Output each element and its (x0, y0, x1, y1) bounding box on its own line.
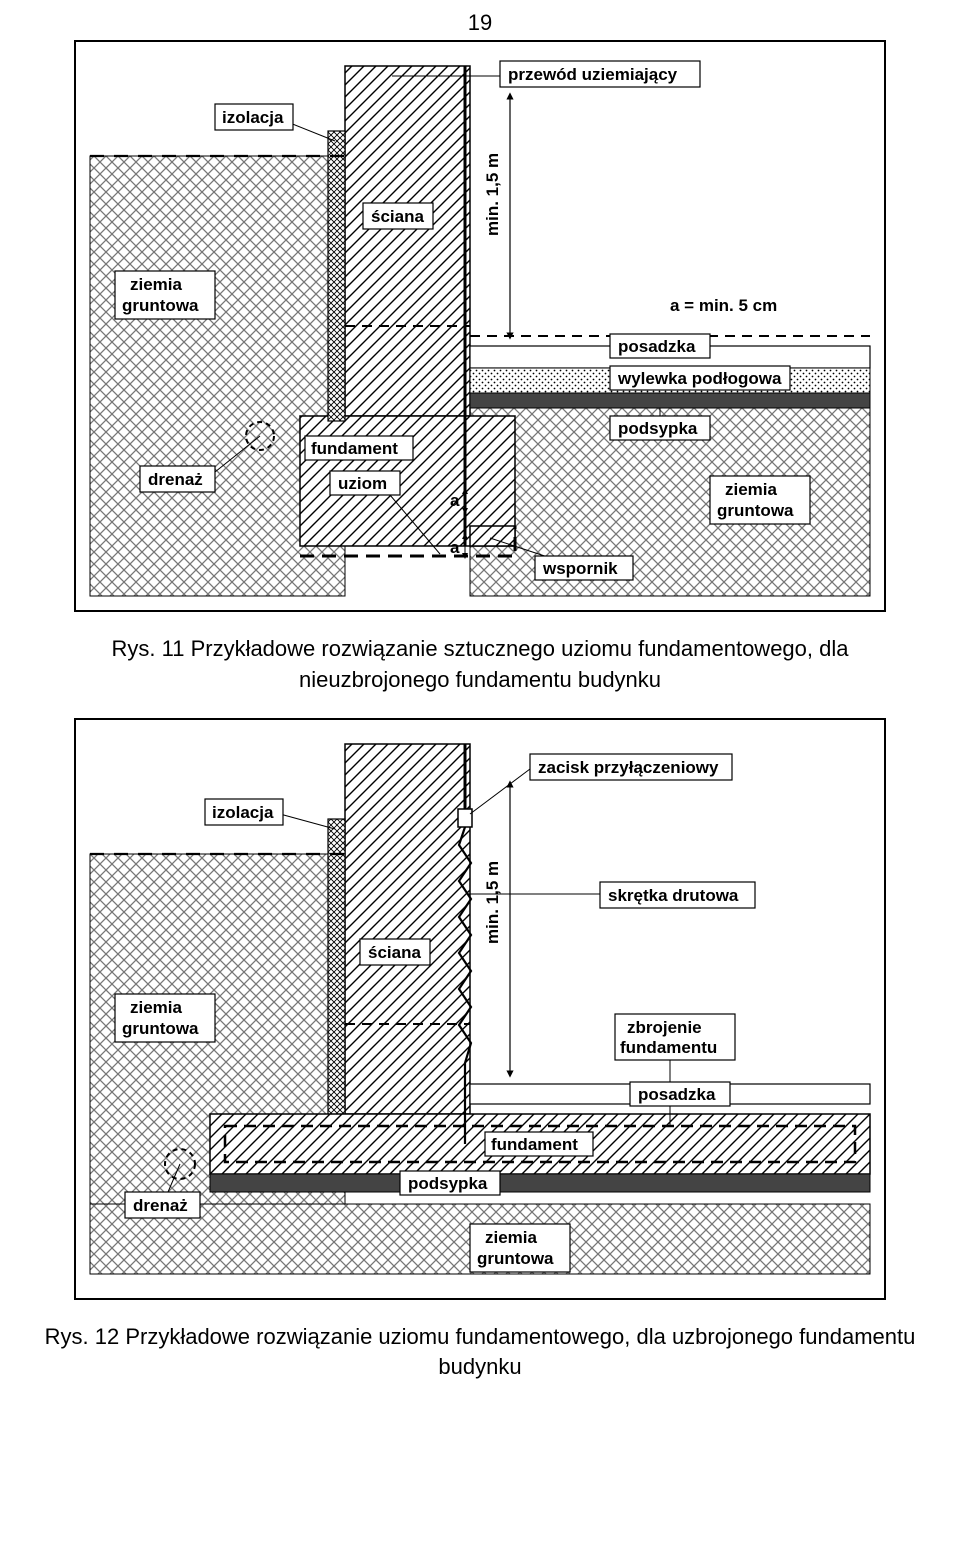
svg-text:posadzka: posadzka (638, 1085, 716, 1104)
label-wspornik: wspornik (535, 556, 633, 580)
svg-text:a = min. 5 cm: a = min. 5 cm (670, 296, 777, 315)
label-skretka: skrętka drutowa (600, 882, 755, 908)
label-sciana-2: ściana (360, 939, 430, 965)
label-drenaz: drenaż (140, 466, 215, 492)
label-amin5: a = min. 5 cm (670, 296, 777, 315)
svg-text:uziom: uziom (338, 474, 387, 493)
label-ziemia-left: ziemia gruntowa (115, 271, 215, 319)
svg-text:zacisk przyłączeniowy: zacisk przyłączeniowy (538, 758, 719, 777)
svg-text:ziemia: ziemia (130, 998, 183, 1017)
label-drenaz-2: drenaż (125, 1192, 200, 1218)
dim-min15-fig1: min. 1,5 m (483, 153, 502, 236)
svg-text:fundament: fundament (491, 1135, 578, 1154)
svg-text:gruntowa: gruntowa (717, 501, 794, 520)
dim-a1-fig1: a (450, 491, 460, 510)
page-number: 19 (0, 0, 960, 36)
figure-1-caption: Rys. 11 Przykładowe rozwiązanie sztuczne… (40, 634, 920, 696)
dim-a2-fig1: a (450, 538, 460, 557)
svg-text:gruntowa: gruntowa (477, 1249, 554, 1268)
svg-text:gruntowa: gruntowa (122, 1019, 199, 1038)
label-fundament-2: fundament (485, 1132, 593, 1156)
label-izolacja-2: izolacja (205, 799, 283, 825)
svg-text:ziemia: ziemia (485, 1228, 538, 1247)
label-wylewka: wylewka podłogowa (610, 366, 790, 390)
svg-text:izolacja: izolacja (222, 108, 284, 127)
svg-text:wylewka podłogowa: wylewka podłogowa (617, 369, 782, 388)
svg-text:posadzka: posadzka (618, 337, 696, 356)
dim-min15-fig2: min. 1,5 m (483, 860, 502, 943)
svg-text:izolacja: izolacja (212, 803, 274, 822)
label-podsypka-2: podsypka (400, 1171, 500, 1195)
svg-text:przewód uziemiający: przewód uziemiający (508, 65, 678, 84)
label-posadzka-2: posadzka (630, 1082, 730, 1106)
label-fundament: fundament (305, 436, 413, 460)
label-posadzka: posadzka (610, 334, 710, 358)
svg-text:podsypka: podsypka (408, 1174, 488, 1193)
svg-text:wspornik: wspornik (542, 559, 618, 578)
label-zbrojenie: zbrojenie fundamentu (615, 1014, 735, 1060)
svg-text:drenaż: drenaż (148, 470, 203, 489)
svg-text:gruntowa: gruntowa (122, 296, 199, 315)
label-podsypka: podsypka (610, 416, 710, 440)
svg-text:zbrojenie: zbrojenie (627, 1018, 702, 1037)
label-uziom: uziom (330, 471, 400, 495)
label-ziemia-bottom: ziemia gruntowa (470, 1224, 570, 1272)
figure-1: min. 1,5 m a a przewód uziemiający izola… (70, 36, 890, 616)
figure-2-caption: Rys. 12 Przykładowe rozwiązanie uziomu f… (40, 1322, 920, 1384)
svg-text:podsypka: podsypka (618, 419, 698, 438)
svg-text:ziemia: ziemia (130, 275, 183, 294)
label-przewod: przewód uziemiający (500, 61, 700, 87)
svg-text:ziemia: ziemia (725, 480, 778, 499)
label-sciana: ściana (363, 203, 433, 229)
svg-text:ściana: ściana (371, 207, 424, 226)
figure-2: min. 1,5 m zacisk przyłączeniowy izolacj… (70, 714, 890, 1304)
svg-text:fundament: fundament (311, 439, 398, 458)
label-ziemia-left-2: ziemia gruntowa (115, 994, 215, 1042)
svg-text:fundamentu: fundamentu (620, 1038, 717, 1057)
svg-text:ściana: ściana (368, 943, 421, 962)
label-izolacja: izolacja (215, 104, 293, 130)
label-zacisk: zacisk przyłączeniowy (530, 754, 732, 780)
label-ziemia-right: ziemia gruntowa (710, 476, 810, 524)
svg-text:drenaż: drenaż (133, 1196, 188, 1215)
svg-text:skrętka drutowa: skrętka drutowa (608, 886, 739, 905)
